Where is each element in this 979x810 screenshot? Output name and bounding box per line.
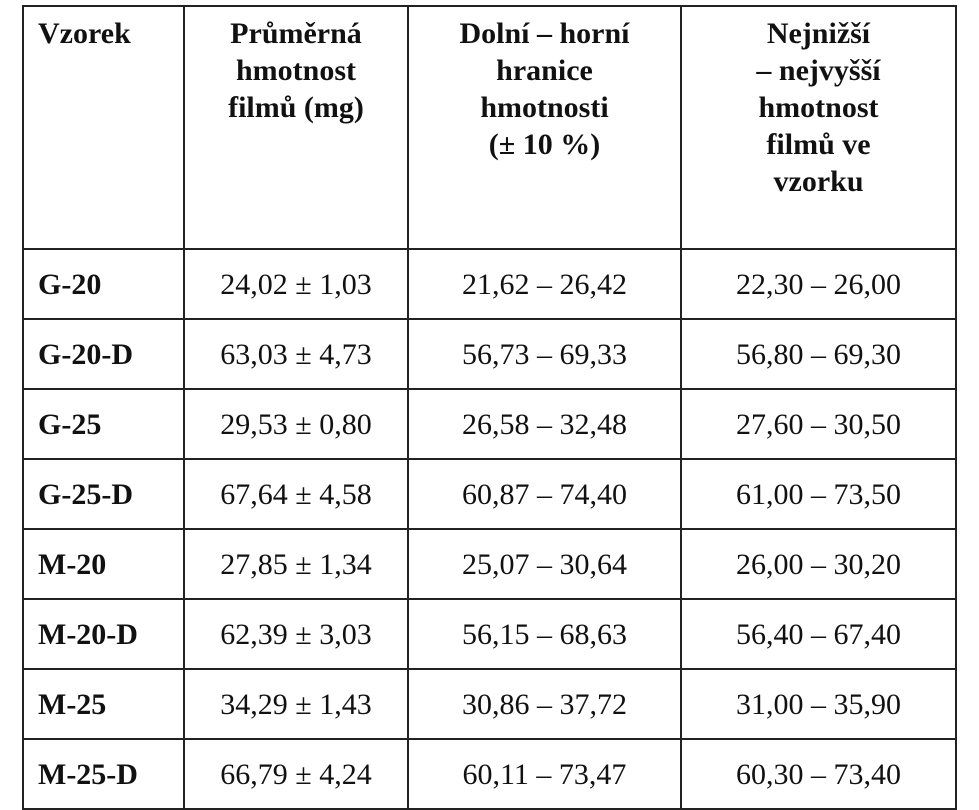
value-cell: 27,85 ± 1,34 [183, 528, 409, 600]
sample-cell: G-25 [22, 388, 185, 460]
data-table: Vzorek Průměrná hmotnost filmů (mg) Dolní – … [22, 5, 957, 810]
value-cell: 27,60 – 30,50 [680, 388, 957, 460]
value-cell: 60,11 – 73,47 [407, 738, 682, 810]
value-cell: 66,79 ± 4,24 [183, 738, 409, 810]
header-cell: Dolní – horní hranice hmotnosti (± 10 %) [407, 5, 682, 250]
header-text: hmotnosti [480, 91, 609, 124]
table-row: G-25 29,53 ± 0,80 26,58 – 32,48 27,60 – 30,… [22, 388, 957, 460]
sample-cell: G-20 [22, 248, 185, 320]
sample-cell: M-25 [22, 668, 185, 740]
value-cell: 63,03 ± 4,73 [183, 318, 409, 390]
sample-cell: G-25-D [22, 458, 185, 530]
table-body: G-20 24,02 ± 1,03 21,62 – 26,42 22,30 – 26,… [22, 248, 957, 810]
table-row: G-25-D 67,64 ± 4,58 60,87 – 74,40 61,00 – 7… [22, 458, 957, 530]
value-cell: 26,00 – 30,20 [680, 528, 957, 600]
value-cell: 21,62 – 26,42 [407, 248, 682, 320]
value-cell: 60,30 – 73,40 [680, 738, 957, 810]
value-cell: 61,00 – 73,50 [680, 458, 957, 530]
header-row: Vzorek Průměrná hmotnost filmů (mg) Dolní – … [22, 5, 957, 250]
value-cell: 34,29 ± 1,43 [183, 668, 409, 740]
table-row: M-20 27,85 ± 1,34 25,07 – 30,64 26,00 – 30,… [22, 528, 957, 600]
value-cell: 56,40 – 67,40 [680, 598, 957, 670]
value-cell: 56,15 – 68,63 [407, 598, 682, 670]
value-cell: 29,53 ± 0,80 [183, 388, 409, 460]
header-text: hmotnost [758, 91, 879, 124]
value-cell: 25,07 – 30,64 [407, 528, 682, 600]
header-cell: Nejnižší – nejvyšší hmotnost filmů ve vzorku [680, 5, 957, 250]
sample-cell: M-25-D [22, 738, 185, 810]
value-cell: 56,80 – 69,30 [680, 318, 957, 390]
header-text: hmotnost [235, 54, 356, 87]
value-cell: 26,58 – 32,48 [407, 388, 682, 460]
value-cell: 31,00 – 35,90 [680, 668, 957, 740]
header-text: filmů ve [766, 128, 871, 161]
header-text: Vzorek [38, 17, 131, 50]
header-text: Průměrná [230, 17, 362, 50]
header-text: filmů (mg) [228, 91, 364, 124]
header-text: hranice [496, 54, 593, 87]
header-text: Dolní – horní [459, 17, 630, 50]
table-row: M-25-D 66,79 ± 4,24 60,11 – 73,47 60,30 – 7… [22, 738, 957, 810]
header-cell: Průměrná hmotnost filmů (mg) [183, 5, 409, 250]
value-cell: 62,39 ± 3,03 [183, 598, 409, 670]
sample-cell: M-20-D [22, 598, 185, 670]
table-row: G-20 24,02 ± 1,03 21,62 – 26,42 22,30 – 26,… [22, 248, 957, 320]
value-cell: 60,87 – 74,40 [407, 458, 682, 530]
table-row: M-25 34,29 ± 1,43 30,86 – 37,72 31,00 – 35,… [22, 668, 957, 740]
table-row: M-20-D 62,39 ± 3,03 56,15 – 68,63 56,40 – 6… [22, 598, 957, 670]
table-row: G-20-D 63,03 ± 4,73 56,73 – 69,33 56,80 – 6… [22, 318, 957, 390]
value-cell: 24,02 ± 1,03 [183, 248, 409, 320]
header-text: vzorku [773, 165, 864, 198]
header-cell: Vzorek [22, 5, 185, 250]
value-cell: 22,30 – 26,00 [680, 248, 957, 320]
value-cell: 56,73 – 69,33 [407, 318, 682, 390]
sample-cell: M-20 [22, 528, 185, 600]
value-cell: 67,64 ± 4,58 [183, 458, 409, 530]
header-text: – nejvyšší [756, 54, 881, 87]
header-text: (± 10 %) [488, 128, 601, 161]
header-text: Nejnižší [766, 17, 871, 50]
value-cell: 30,86 – 37,72 [407, 668, 682, 740]
sample-cell: G-20-D [22, 318, 185, 390]
